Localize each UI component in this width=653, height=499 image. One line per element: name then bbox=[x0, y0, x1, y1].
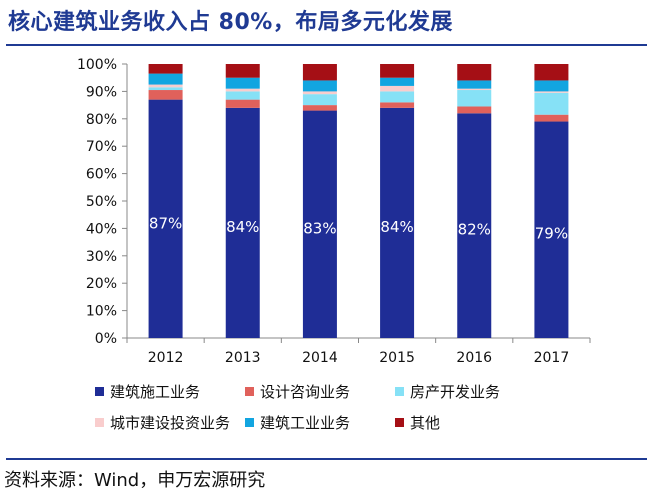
page-title: 核心建筑业务收入占 80%，布局多元化发展 bbox=[8, 10, 453, 35]
y-axis: 0% 10% 20% 30% 40% 50% 60% 70% 80% 90% 100% bbox=[77, 57, 128, 347]
bar-segment bbox=[380, 91, 415, 103]
bar-value-label: 82% bbox=[458, 221, 491, 239]
legend-label: 房产开发业务 bbox=[410, 383, 501, 401]
y-tick-label: 50% bbox=[86, 194, 117, 210]
bar-segment bbox=[457, 88, 492, 91]
bar-segment bbox=[148, 84, 183, 88]
bar-segment bbox=[457, 80, 492, 89]
legend-item: 房产开发业务 bbox=[395, 381, 500, 402]
y-tick-label: 70% bbox=[86, 139, 117, 155]
bar-segment bbox=[534, 91, 569, 93]
bar-segment bbox=[534, 121, 569, 338]
y-tick-label: 90% bbox=[86, 84, 117, 100]
legend-label: 建筑施工业务 bbox=[110, 383, 201, 401]
bar-segment bbox=[225, 64, 260, 78]
bar-value-label: 84% bbox=[380, 218, 413, 236]
bar-segment bbox=[148, 87, 183, 91]
legend-item: 建筑施工业务 bbox=[95, 381, 200, 402]
bar-segment bbox=[457, 90, 492, 107]
bar-segment bbox=[534, 64, 569, 81]
y-tick-label: 40% bbox=[86, 221, 117, 237]
x-tick-label: 2017 bbox=[534, 350, 570, 366]
bar-segment bbox=[457, 64, 492, 81]
bar-segment bbox=[302, 94, 337, 106]
bar-segment bbox=[380, 77, 415, 86]
bar-segment bbox=[534, 114, 569, 122]
bar-segment bbox=[534, 80, 569, 92]
legend-swatch bbox=[395, 418, 404, 427]
legend-label: 设计咨询业务 bbox=[260, 383, 351, 401]
legend-item: 城市建设投资业务 bbox=[95, 412, 230, 433]
legend-swatch bbox=[95, 387, 104, 396]
legend-swatch bbox=[245, 418, 254, 427]
bar-segment bbox=[148, 90, 183, 100]
bar-segment bbox=[225, 107, 260, 338]
source-note: 资料来源：Wind，申万宏源研究 bbox=[4, 470, 266, 491]
bar-segment bbox=[380, 85, 415, 92]
x-axis: 2012 2013 2014 2015 2016 2017 bbox=[126, 337, 591, 366]
footer-divider bbox=[6, 458, 647, 460]
bar-segment bbox=[380, 102, 415, 108]
x-tick-label: 2015 bbox=[379, 350, 415, 366]
legend-swatch bbox=[245, 387, 254, 396]
legend-item: 建筑工业业务 bbox=[245, 412, 350, 433]
y-tick-label: 100% bbox=[77, 57, 117, 73]
legend-item: 设计咨询业务 bbox=[245, 381, 350, 402]
bar-segment bbox=[148, 99, 183, 339]
legend-swatch bbox=[395, 387, 404, 396]
x-tick-label: 2013 bbox=[225, 350, 261, 366]
legend-label: 建筑工业业务 bbox=[260, 414, 351, 432]
bar-segment bbox=[302, 91, 337, 95]
bar-segment bbox=[225, 88, 260, 92]
y-tick-label: 20% bbox=[86, 276, 117, 292]
x-tick-label: 2014 bbox=[302, 350, 338, 366]
bar-value-label: 83% bbox=[303, 219, 336, 237]
stacked-bar-chart: 0%10%20%30%40%50%60%70%80%90%100% 2012 20… bbox=[77, 57, 591, 366]
title-divider bbox=[6, 44, 647, 46]
bar-segment bbox=[380, 107, 415, 338]
bar-segment bbox=[457, 106, 492, 114]
bars bbox=[148, 64, 569, 339]
y-tick-label: 80% bbox=[86, 112, 117, 128]
bar-value-label: 79% bbox=[535, 224, 568, 242]
bar-segment bbox=[302, 110, 337, 338]
x-tick-label: 2012 bbox=[148, 350, 184, 366]
y-tick-label: 30% bbox=[86, 249, 117, 265]
y-tick-label: 60% bbox=[86, 167, 117, 183]
bar-segment bbox=[225, 91, 260, 100]
legend-label: 城市建设投资业务 bbox=[110, 414, 231, 432]
bar-segment bbox=[534, 92, 569, 115]
x-tick-label: 2016 bbox=[456, 350, 492, 366]
bar-segment bbox=[457, 113, 492, 338]
y-tick-label: 10% bbox=[86, 304, 117, 320]
legend-label: 其他 bbox=[410, 414, 441, 432]
legend-swatch bbox=[95, 418, 104, 427]
bar-value-label: 87% bbox=[149, 214, 182, 232]
bar-segment bbox=[302, 80, 337, 92]
bar-segment bbox=[302, 105, 337, 111]
bar-segment bbox=[380, 64, 415, 78]
bar-segment bbox=[148, 73, 183, 85]
bar-segment bbox=[148, 64, 183, 74]
bar-labels: 87% 84% 83% 84% 82% 79% bbox=[149, 214, 568, 242]
bar-value-label: 84% bbox=[226, 218, 259, 236]
y-tick-label: 0% bbox=[95, 331, 117, 347]
bar-segment bbox=[225, 77, 260, 89]
bar-segment bbox=[225, 99, 260, 108]
legend-item: 其他 bbox=[395, 412, 440, 433]
bar-segment bbox=[302, 64, 337, 81]
